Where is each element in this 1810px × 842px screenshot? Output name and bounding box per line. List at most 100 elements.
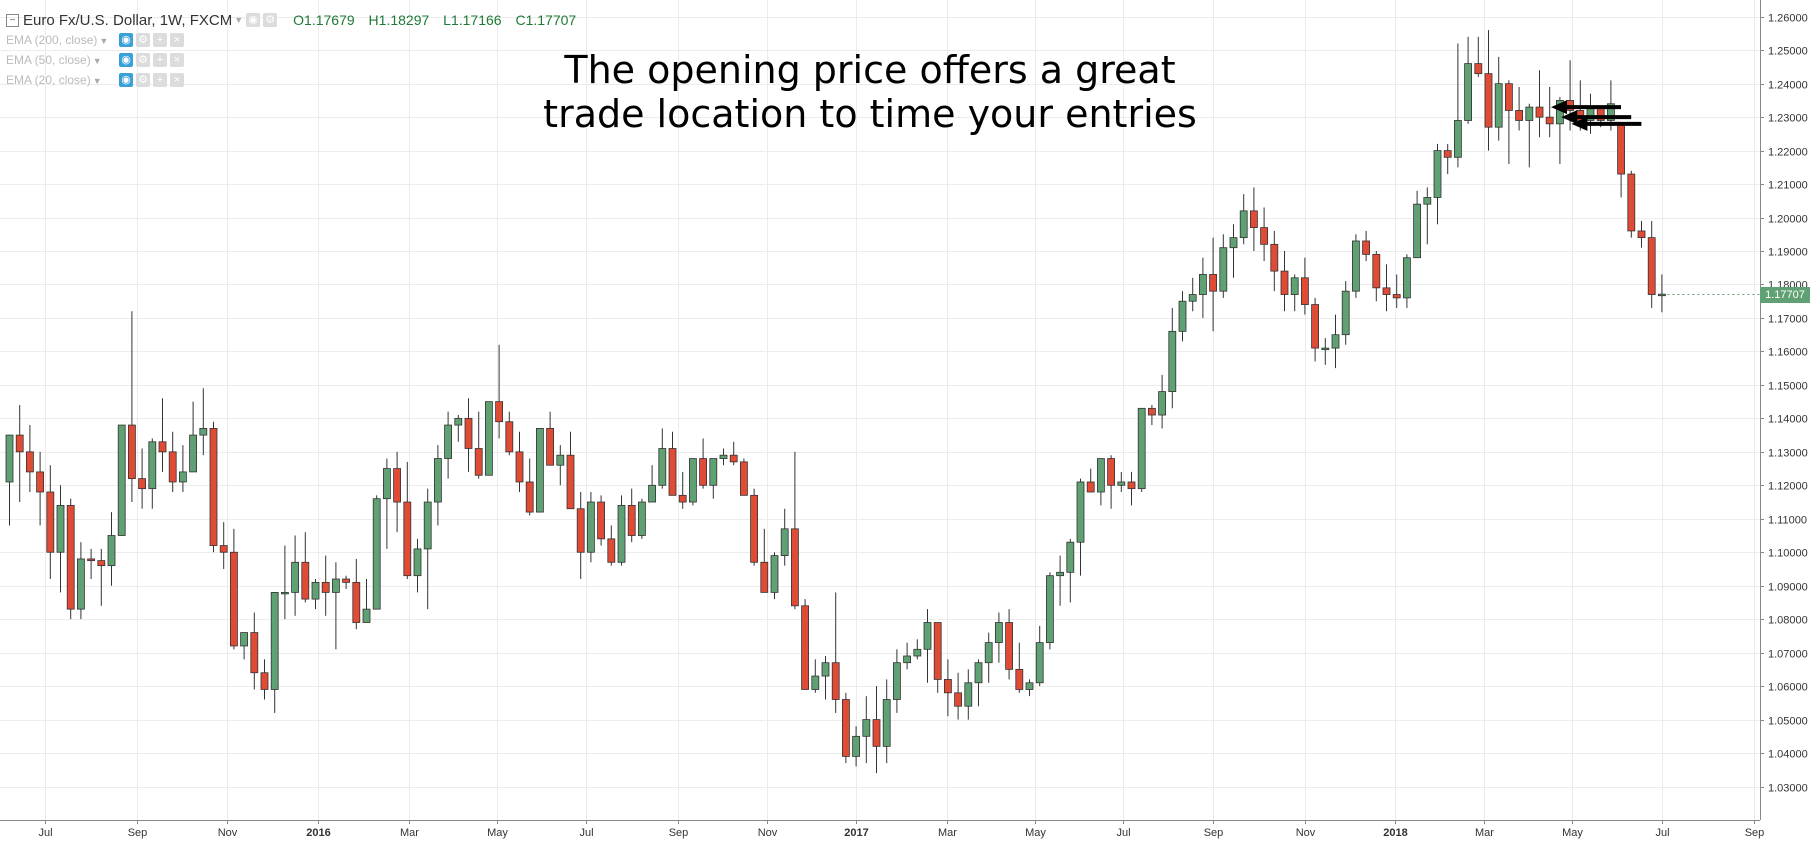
candle-body — [872, 719, 881, 747]
candle-body — [1423, 197, 1432, 205]
study-ema-50[interactable]: EMA (50, close) ▼ ◉ ⚙ + × — [6, 50, 576, 70]
candle-body — [1413, 203, 1421, 259]
candle-body — [1005, 622, 1013, 670]
settings-icon[interactable]: ⚙ — [136, 73, 150, 87]
candle-body — [607, 538, 616, 563]
candle-body — [77, 558, 85, 610]
y-tick-label: 1.09000 — [1768, 582, 1808, 594]
y-tick-label: 1.17000 — [1768, 314, 1808, 326]
y-tick-label: 1.16000 — [1768, 347, 1808, 359]
y-tick-label: 1.24000 — [1768, 80, 1808, 92]
candle-body — [617, 504, 626, 563]
candle-body — [1219, 247, 1228, 292]
candle-body — [1127, 481, 1136, 490]
close-icon[interactable]: × — [170, 33, 184, 47]
candle-body — [1280, 270, 1289, 295]
candle-body — [66, 504, 75, 610]
candle-body — [1392, 294, 1401, 299]
candle-body — [842, 699, 850, 757]
candle-body — [699, 458, 707, 486]
open-value: 1.17679 — [304, 12, 355, 28]
candle-body — [1474, 63, 1483, 75]
visibility-icon[interactable]: ◉ — [246, 13, 261, 27]
candle-body — [1239, 210, 1248, 239]
low-label: L — [443, 12, 451, 28]
candle-body — [576, 508, 585, 553]
settings-icon[interactable]: ⚙ — [263, 13, 278, 27]
chevron-down-icon[interactable]: ▼ — [99, 36, 109, 46]
candle-body — [760, 561, 769, 593]
candle-body — [515, 451, 524, 483]
add-icon[interactable]: + — [153, 33, 167, 47]
candle-body — [801, 605, 809, 690]
collapse-icon[interactable]: − — [6, 13, 19, 27]
candle-body — [984, 642, 993, 664]
candle-body — [1311, 304, 1319, 349]
x-tick-label: Nov — [758, 827, 778, 839]
candle-body — [1617, 123, 1625, 175]
x-tick-label: Sep — [1204, 827, 1224, 839]
chevron-down-icon[interactable]: ▼ — [234, 15, 244, 25]
candle-body — [219, 545, 228, 553]
candle-body — [240, 632, 249, 647]
candle-body — [1464, 63, 1472, 121]
close-icon[interactable]: × — [170, 73, 184, 87]
candle-body — [25, 451, 34, 473]
x-tick-label: Nov — [218, 827, 238, 839]
y-tick-label: 1.05000 — [1768, 716, 1808, 728]
study-label: EMA (20, close) — [6, 73, 91, 87]
study-ema-20[interactable]: EMA (20, close) ▼ ◉ ⚙ + × — [6, 70, 576, 90]
candle-body — [1362, 240, 1370, 255]
y-tick-label: 1.07000 — [1768, 649, 1808, 661]
candle-body — [168, 451, 177, 483]
candle-body — [1290, 277, 1299, 295]
y-tick-label: 1.14000 — [1768, 414, 1808, 426]
candle-body — [474, 448, 483, 476]
candle-body — [536, 428, 544, 513]
chevron-down-icon[interactable]: ▼ — [92, 76, 102, 86]
add-icon[interactable]: + — [153, 73, 167, 87]
x-tick-label: Jul — [1116, 827, 1130, 839]
candle-body — [525, 481, 534, 513]
candle-body — [1107, 458, 1115, 486]
candle-body — [372, 498, 381, 610]
candle-body — [1331, 334, 1340, 349]
candle-body — [923, 622, 932, 650]
y-tick-label: 1.22000 — [1768, 147, 1808, 159]
candle-body — [148, 441, 157, 490]
visibility-icon[interactable]: ◉ — [119, 33, 133, 47]
visibility-icon[interactable]: ◉ — [119, 53, 133, 67]
candle-body — [464, 417, 473, 449]
candle-body — [648, 484, 656, 503]
symbol-title[interactable]: Euro Fx/U.S. Dollar, 1W, FXCM — [23, 11, 233, 29]
candle-body — [1097, 458, 1105, 493]
candle-body — [1352, 240, 1360, 292]
candle-body — [1209, 274, 1217, 292]
candle-body — [107, 535, 116, 567]
close-icon[interactable]: × — [170, 53, 184, 67]
candle-body — [862, 719, 871, 737]
candle-body — [1086, 481, 1095, 493]
candle-body — [852, 735, 860, 757]
candle-body — [1117, 481, 1126, 486]
candle-body — [1607, 103, 1615, 121]
study-label: EMA (50, close) — [6, 53, 91, 67]
candles — [5, 30, 1666, 774]
candle-body — [1627, 173, 1636, 232]
candle-body — [893, 662, 901, 700]
add-icon[interactable]: + — [153, 53, 167, 67]
visibility-icon[interactable]: ◉ — [119, 73, 133, 87]
candle-body — [964, 682, 973, 707]
chevron-down-icon[interactable]: ▼ — [92, 56, 102, 66]
study-ema-200[interactable]: EMA (200, close) ▼ ◉ ⚙ + × — [6, 30, 576, 50]
x-tick-label: 2017 — [844, 827, 868, 839]
settings-icon[interactable]: ⚙ — [136, 53, 150, 67]
arrow-head — [1551, 100, 1567, 115]
candle-body — [311, 581, 320, 600]
candle-body — [199, 428, 208, 436]
candle-body — [1505, 83, 1513, 111]
settings-icon[interactable]: ⚙ — [136, 33, 150, 47]
y-tick-label: 1.13000 — [1768, 448, 1808, 460]
